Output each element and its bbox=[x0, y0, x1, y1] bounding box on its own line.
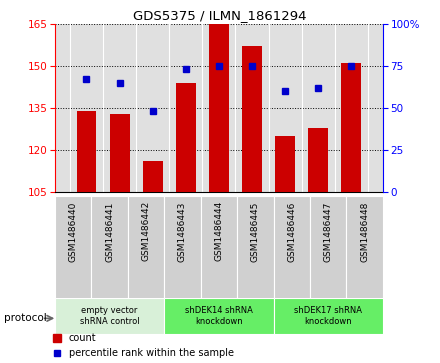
Text: GSM1486447: GSM1486447 bbox=[324, 201, 333, 262]
Bar bbox=[308, 128, 328, 192]
Text: protocol: protocol bbox=[4, 313, 47, 323]
Text: shDEK14 shRNA
knockdown: shDEK14 shRNA knockdown bbox=[185, 306, 253, 326]
Bar bbox=[209, 24, 229, 192]
Bar bbox=[55, 196, 92, 299]
Bar bbox=[310, 196, 346, 299]
Bar bbox=[143, 162, 163, 192]
Bar bbox=[346, 196, 383, 299]
Text: GSM1486448: GSM1486448 bbox=[360, 201, 369, 262]
Text: GSM1486445: GSM1486445 bbox=[251, 201, 260, 262]
Text: empty vector
shRNA control: empty vector shRNA control bbox=[80, 306, 139, 326]
Bar bbox=[237, 196, 274, 299]
Bar bbox=[110, 114, 129, 192]
Bar bbox=[274, 298, 383, 334]
Bar bbox=[176, 83, 196, 192]
Text: shDEK17 shRNA
knockdown: shDEK17 shRNA knockdown bbox=[294, 306, 362, 326]
Legend: count, percentile rank within the sample: count, percentile rank within the sample bbox=[53, 333, 234, 358]
Text: GSM1486442: GSM1486442 bbox=[142, 201, 150, 261]
Bar bbox=[77, 111, 96, 192]
Text: GSM1486444: GSM1486444 bbox=[214, 201, 224, 261]
Bar bbox=[92, 196, 128, 299]
Text: GSM1486441: GSM1486441 bbox=[105, 201, 114, 262]
Bar bbox=[341, 63, 361, 192]
Text: GDS5375 / ILMN_1861294: GDS5375 / ILMN_1861294 bbox=[133, 9, 307, 22]
Bar bbox=[128, 196, 164, 299]
Text: GSM1486446: GSM1486446 bbox=[287, 201, 296, 262]
Bar bbox=[242, 46, 262, 192]
Bar bbox=[201, 196, 237, 299]
Bar bbox=[275, 136, 295, 192]
Text: GSM1486440: GSM1486440 bbox=[69, 201, 78, 262]
Bar bbox=[164, 298, 274, 334]
Bar bbox=[55, 298, 164, 334]
Bar bbox=[164, 196, 201, 299]
Bar bbox=[274, 196, 310, 299]
Text: GSM1486443: GSM1486443 bbox=[178, 201, 187, 262]
